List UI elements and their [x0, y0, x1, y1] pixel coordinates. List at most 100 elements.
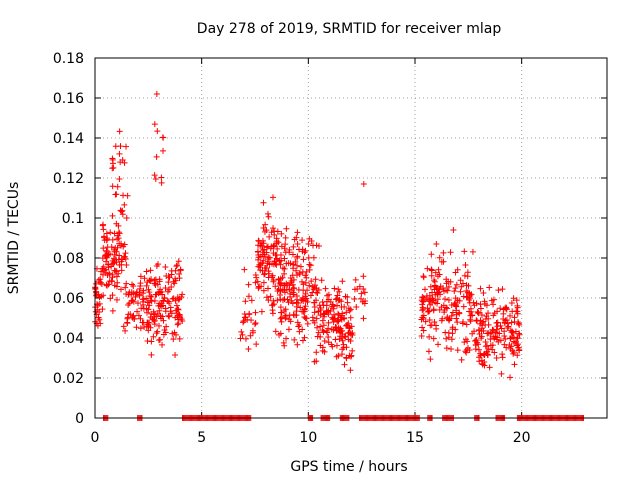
data-point: [302, 303, 309, 310]
data-point: [174, 262, 181, 269]
data-point: [270, 297, 277, 304]
data-point: [241, 266, 248, 273]
data-point: [176, 275, 183, 282]
data-point: [255, 283, 262, 290]
data-point: [137, 273, 144, 280]
data-point: [293, 267, 300, 274]
data-point: [242, 335, 249, 342]
data-point: [461, 272, 468, 279]
data-point: [428, 272, 435, 279]
data-point: [265, 297, 272, 304]
data-point: [155, 290, 162, 297]
data-point: [270, 250, 277, 257]
data-point: [276, 331, 283, 338]
data-point: [158, 179, 165, 186]
data-point: [98, 280, 105, 287]
data-point: [420, 327, 427, 334]
data-point: [419, 298, 426, 305]
data-point: [267, 293, 274, 300]
data-point: [294, 319, 301, 326]
data-point: [510, 350, 517, 357]
data-point: [456, 309, 463, 316]
data-point: [473, 300, 480, 307]
data-point: [300, 256, 307, 263]
data-point: [248, 297, 255, 304]
data-point: [299, 248, 306, 255]
data-point: [458, 356, 465, 363]
data-point: [132, 293, 139, 300]
data-point: [448, 312, 455, 319]
data-point: [155, 302, 162, 309]
data-point: [103, 254, 110, 261]
data-point: [153, 153, 160, 160]
data-point: [315, 287, 322, 294]
data-point: [420, 315, 427, 321]
data-point: [261, 271, 268, 278]
data-point: [330, 303, 337, 310]
data-point: [299, 278, 306, 285]
data-point: [310, 254, 317, 261]
data-point: [426, 307, 433, 314]
data-point: [162, 284, 169, 291]
data-point: [130, 282, 137, 289]
data-point: [141, 275, 148, 282]
data-point: [162, 264, 169, 271]
data-point: [124, 192, 131, 199]
data-point: [172, 352, 179, 359]
data-point: [113, 268, 120, 275]
data-point: [106, 271, 113, 278]
data-point: [317, 307, 324, 314]
data-point: [353, 304, 360, 311]
data-point: [348, 331, 355, 338]
data-point: [125, 291, 132, 298]
data-point: [451, 288, 458, 295]
data-point: [427, 283, 434, 290]
data-point: [449, 326, 456, 333]
data-point: [516, 331, 523, 338]
data-point: [104, 244, 111, 251]
data-point: [280, 339, 287, 346]
data-point: [312, 276, 319, 283]
data-point: [170, 336, 177, 343]
data-point: [281, 255, 288, 262]
data-point: [475, 310, 482, 317]
data-point: [273, 235, 280, 242]
data-point: [262, 221, 269, 228]
data-point: [447, 278, 454, 285]
data-point: [256, 264, 263, 271]
data-point: [253, 341, 260, 348]
data-point: [301, 314, 308, 321]
data-point: [276, 280, 283, 287]
data-point: [137, 325, 144, 332]
data-point: [111, 248, 118, 255]
data-point: [140, 287, 147, 294]
data-point: [269, 310, 276, 317]
data-point: [138, 305, 145, 312]
data-point: [165, 279, 172, 286]
data-point: [313, 315, 320, 322]
data-point: [514, 335, 521, 342]
data-point: [474, 317, 481, 324]
data-point: [154, 128, 161, 135]
data-point: [435, 266, 442, 273]
data-point: [495, 287, 502, 294]
data-point: [121, 254, 128, 261]
data-point: [361, 289, 368, 296]
data-point: [126, 300, 133, 307]
data-point: [253, 274, 260, 281]
data-point: [317, 323, 324, 330]
data-point: [485, 346, 492, 353]
data-point: [290, 261, 297, 268]
data-point: [104, 282, 111, 289]
data-point: [294, 240, 301, 247]
data-point: [515, 320, 522, 327]
data-point: [118, 208, 125, 215]
data-point: [499, 286, 506, 293]
data-point: [110, 164, 117, 171]
data-point: [490, 301, 497, 308]
data-point: [335, 352, 342, 359]
data-point: [337, 333, 344, 340]
data-point: [147, 278, 154, 285]
data-point: [426, 317, 433, 324]
data-point: [507, 312, 514, 319]
